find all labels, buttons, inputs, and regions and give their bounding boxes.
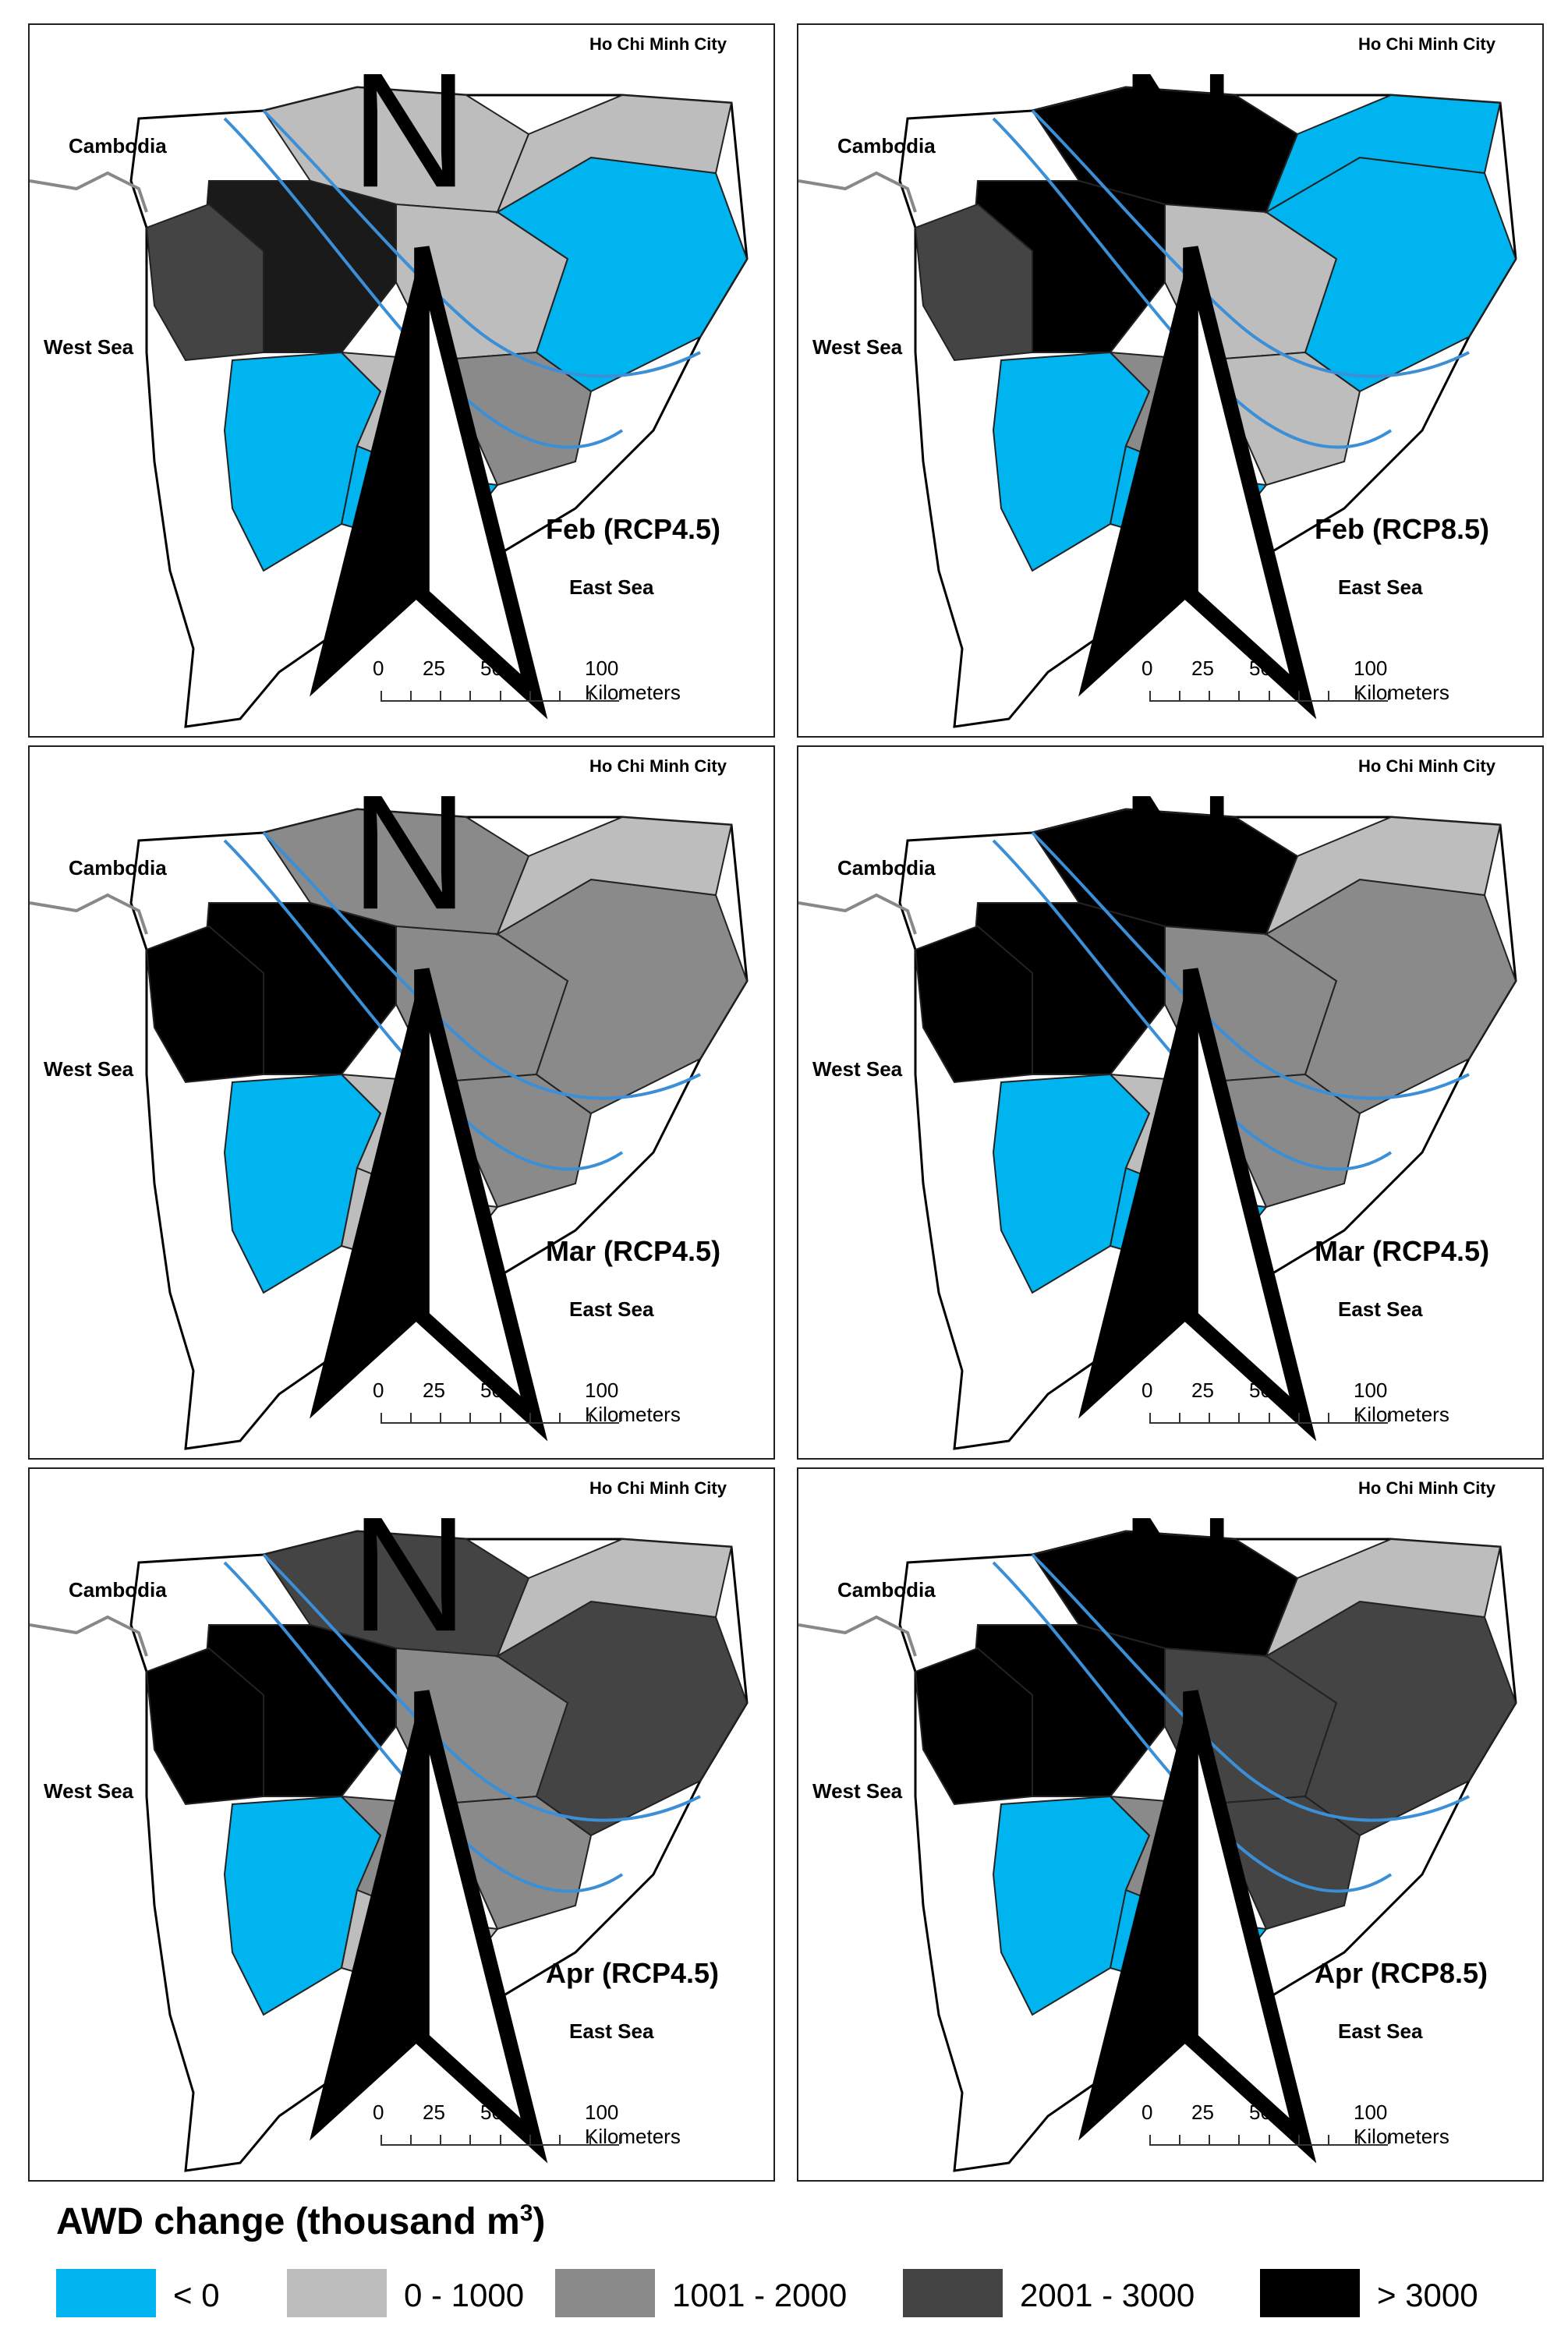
east-sea-label: East Sea xyxy=(1338,575,1423,599)
province-region xyxy=(495,94,733,214)
east-sea-label: East Sea xyxy=(569,575,654,599)
city-label: Ho Chi Minh City xyxy=(589,756,727,776)
river-line xyxy=(1031,831,1470,1100)
west-sea-label: West Sea xyxy=(44,1779,134,1803)
map-panel-feb-rcp85: N Ho Chi Minh City Cambodia West Sea Eas… xyxy=(797,23,1544,738)
river-line xyxy=(262,1553,701,1822)
north-arrow-icon: N xyxy=(48,44,548,720)
west-sea-label: West Sea xyxy=(812,1779,903,1803)
legend-swatch xyxy=(1260,2269,1360,2317)
legend-title: AWD change (thousand m3) xyxy=(56,2200,546,2242)
panel-title: Apr (RCP8.5) xyxy=(1315,1957,1488,1989)
city-label: Ho Chi Minh City xyxy=(589,1478,727,1498)
cambodia-label: Cambodia xyxy=(837,134,936,157)
legend-label: < 0 xyxy=(173,2277,220,2313)
border-line xyxy=(798,171,917,213)
west-sea-label: West Sea xyxy=(812,1057,903,1081)
border-line xyxy=(30,893,148,935)
east-sea-label: East Sea xyxy=(1338,2019,1423,2043)
river-line xyxy=(262,831,701,1100)
city-label: Ho Chi Minh City xyxy=(589,34,727,54)
province-region xyxy=(495,816,733,936)
province-region xyxy=(914,925,1033,1084)
scale-bar: 0 25 50 100 Kilometers xyxy=(373,1379,681,1426)
river-line xyxy=(262,109,701,378)
city-label: Ho Chi Minh City xyxy=(1358,1478,1495,1498)
north-arrow-icon: N xyxy=(817,766,1317,1442)
province-region xyxy=(914,203,1033,362)
legend-label: 0 - 1000 xyxy=(404,2277,525,2313)
west-sea-label: West Sea xyxy=(812,335,903,359)
panel-title: Mar (RCP4.5) xyxy=(546,1235,721,1267)
cambodia-label: Cambodia xyxy=(69,1578,167,1602)
province-region xyxy=(495,1538,733,1658)
north-arrow-icon: N xyxy=(817,1488,1317,2164)
river-line xyxy=(1031,109,1470,378)
scale-bar: 0 25 50 100 Kilometers xyxy=(373,657,681,704)
panel-title: Mar (RCP4.5) xyxy=(1315,1235,1490,1267)
border-line xyxy=(798,1615,917,1657)
border-line xyxy=(798,893,917,935)
province-region xyxy=(145,925,264,1084)
panel-title: Feb (RCP8.5) xyxy=(1315,513,1490,545)
map-panel-apr-rcp45: N Ho Chi Minh City Cambodia West Sea Eas… xyxy=(28,1467,775,2182)
legend-swatch xyxy=(555,2269,655,2317)
north-arrow-icon: N xyxy=(48,766,548,1442)
province-region xyxy=(1264,816,1502,936)
legend-label: 2001 - 3000 xyxy=(1020,2277,1195,2313)
legend: AWD change (thousand m3) < 0 0 - 1000 10… xyxy=(28,2200,1544,2333)
scale-bar: 0 25 50 100 Kilometers xyxy=(1141,1379,1449,1426)
cambodia-label: Cambodia xyxy=(69,134,167,157)
svg-text:N: N xyxy=(1119,44,1237,221)
scale-bar: 0 25 50 100 Kilometers xyxy=(373,2101,681,2148)
province-region xyxy=(914,1647,1033,1806)
province-region xyxy=(1264,94,1502,214)
legend-swatch xyxy=(903,2269,1003,2317)
scale-bar: 0 25 50 100 Kilometers xyxy=(1141,657,1449,704)
west-sea-label: West Sea xyxy=(44,1057,134,1081)
legend-swatch xyxy=(56,2269,156,2317)
east-sea-label: East Sea xyxy=(1338,1297,1423,1321)
svg-text:N: N xyxy=(350,1488,468,1665)
svg-text:N: N xyxy=(1119,1488,1237,1665)
map-panel-mar-rcp45: N Ho Chi Minh City Cambodia West Sea Eas… xyxy=(28,745,775,1460)
legend-label: 1001 - 2000 xyxy=(672,2277,848,2313)
border-line xyxy=(30,171,148,213)
svg-text:N: N xyxy=(350,44,468,221)
delta-map xyxy=(30,808,749,1450)
province-region xyxy=(145,1647,264,1806)
north-arrow-icon: N xyxy=(817,44,1317,720)
cambodia-label: Cambodia xyxy=(837,1578,936,1602)
province-region xyxy=(1264,1538,1502,1658)
legend-label: > 3000 xyxy=(1377,2277,1478,2313)
map-panel-feb-rcp45: N Ho Chi Minh City Cambodia West Sea Eas… xyxy=(28,23,775,738)
map-panel-apr-rcp85: N Ho Chi Minh City Cambodia West Sea Eas… xyxy=(797,1467,1544,2182)
north-arrow-icon: N xyxy=(48,1488,548,2164)
river-line xyxy=(1031,1553,1470,1822)
city-label: Ho Chi Minh City xyxy=(1358,34,1495,54)
cambodia-label: Cambodia xyxy=(69,856,167,880)
west-sea-label: West Sea xyxy=(44,335,134,359)
border-line xyxy=(30,1615,148,1657)
map-grid: N Ho Chi Minh City Cambodia West Sea Eas… xyxy=(28,23,1544,2183)
city-label: Ho Chi Minh City xyxy=(1358,756,1495,776)
svg-text:N: N xyxy=(1119,766,1237,943)
cambodia-label: Cambodia xyxy=(837,856,936,880)
panel-title: Feb (RCP4.5) xyxy=(546,513,721,545)
legend-swatch xyxy=(287,2269,387,2317)
scale-bar: 0 25 50 100 Kilometers xyxy=(1141,2101,1449,2148)
province-region xyxy=(145,203,264,362)
map-panel-mar-rcp45-b: N Ho Chi Minh City Cambodia West Sea Eas… xyxy=(797,745,1544,1460)
svg-text:N: N xyxy=(350,766,468,943)
panel-title: Apr (RCP4.5) xyxy=(546,1957,720,1989)
east-sea-label: East Sea xyxy=(569,1297,654,1321)
east-sea-label: East Sea xyxy=(569,2019,654,2043)
